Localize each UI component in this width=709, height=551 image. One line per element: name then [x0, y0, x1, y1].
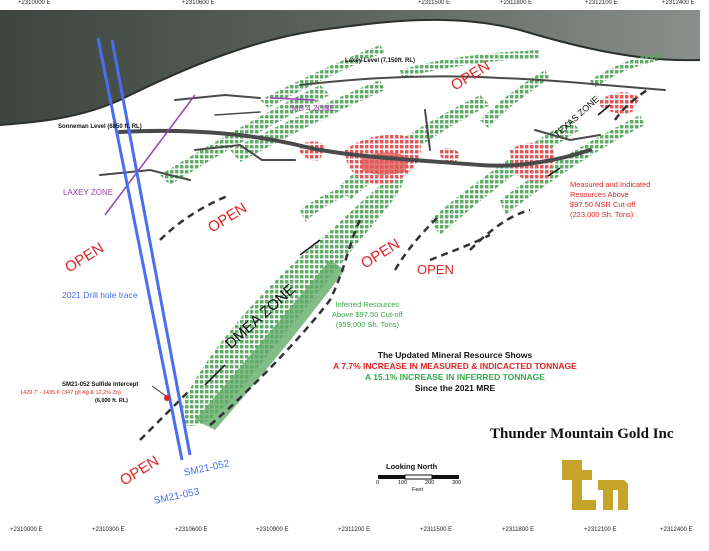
mine-workings: [99, 75, 666, 181]
inferred-resource-bodies: [160, 45, 662, 430]
summary-inferred: A 15.1% INCREASE IN INFERRED TONNAGE: [365, 372, 545, 382]
scale-unit: Feet: [412, 487, 424, 493]
scale-bar: [378, 474, 459, 480]
company-name: Thunder Mountain Gold Inc: [490, 426, 674, 442]
scale-tick: 0: [376, 480, 380, 486]
top-coord: +2310000 E: [18, 0, 51, 6]
measured-callout: Measured and Indicated Resources Above $…: [570, 180, 650, 220]
zone-arrows: [204, 104, 611, 386]
inferred-line: Inferred Resources: [335, 300, 400, 309]
terrain-edge: [0, 18, 701, 126]
bottom-coord: +2312100 E: [584, 527, 617, 533]
top-coord: +2310600 E: [182, 0, 215, 6]
summary-since: Since the 2021 MRE: [414, 383, 496, 393]
scale-tick: 100: [398, 480, 408, 486]
measured-line: Resources Above: [570, 190, 629, 199]
measured-line: Measured and Indicated: [570, 180, 651, 189]
mb4-zone-label: MB 4 ZONE: [292, 104, 336, 113]
bottom-coord: +2310600 E: [175, 527, 208, 533]
sonneman-level-label: Sonneman Level (6850 ft. RL): [58, 124, 142, 130]
drill-hole-sm21-052: [96, 37, 184, 461]
bottom-coord: +2311200 E: [338, 527, 371, 533]
measured-line: $97.50 NSR Cut-off: [570, 200, 636, 209]
bottom-coord: +2311800 E: [502, 527, 535, 533]
drill-trace-label: 2021 Drill hole trace: [62, 290, 138, 300]
top-coord: +2311500 E: [418, 0, 451, 6]
drill-hole-sm21-053: [110, 39, 192, 456]
view-direction-label: Looking North: [386, 462, 438, 471]
inferred-line: Above $97.50 Cut-off: [332, 310, 403, 319]
inferred-callout: Inferred Resources Above $97.50 Cut-off …: [332, 300, 403, 330]
sulfide-intercept-marker: [164, 395, 170, 401]
summary-title: The Updated Mineral Resource Shows: [377, 350, 533, 360]
intercept-level: (6,000 ft. RL): [95, 398, 129, 404]
bottom-coord: +2310900 E: [256, 527, 289, 533]
open-boundary-lines: [139, 86, 651, 441]
intercept-leader-line: [151, 385, 167, 397]
bottom-coord: +2311500 E: [420, 527, 453, 533]
scale-tick: 200: [425, 480, 435, 486]
zone-leader-lines: [104, 94, 316, 216]
summary-measured: A 7.7% INCREASE IN MEASURED & INDICACTED…: [333, 361, 577, 371]
bottom-coord: +2310300 E: [92, 527, 125, 533]
top-coord: +2311800 E: [500, 0, 533, 6]
summary-block: The Updated Mineral Resource Shows A 7.7…: [324, 350, 586, 394]
top-coord: +2312100 E: [585, 0, 618, 6]
laxey-zone-label: LAXEY ZONE: [63, 188, 114, 197]
company-logo: [557, 455, 629, 513]
laxey-level-label: Laxey Level (7,150ft. RL): [345, 58, 416, 64]
bottom-coord: +2312400 E: [660, 527, 693, 533]
measured-line: (223,000 Sh. Tons): [570, 210, 634, 219]
drill-holes: [96, 37, 192, 461]
top-coord: +2312400 E: [662, 0, 695, 6]
open-label: OPEN: [417, 262, 454, 277]
scale-tick: 300: [452, 480, 462, 486]
intercept-title: SM21-052 Sulfide Intercept: [62, 382, 139, 388]
terrain-surface: [0, 10, 700, 125]
intercept-detail: 1429.7' - 1435.6' (347 g/t Ag & 12.2% Zn…: [20, 390, 121, 396]
bottom-coord: +2310000 E: [10, 527, 43, 533]
inferred-line: (959,000 Sh. Tons): [335, 320, 399, 329]
